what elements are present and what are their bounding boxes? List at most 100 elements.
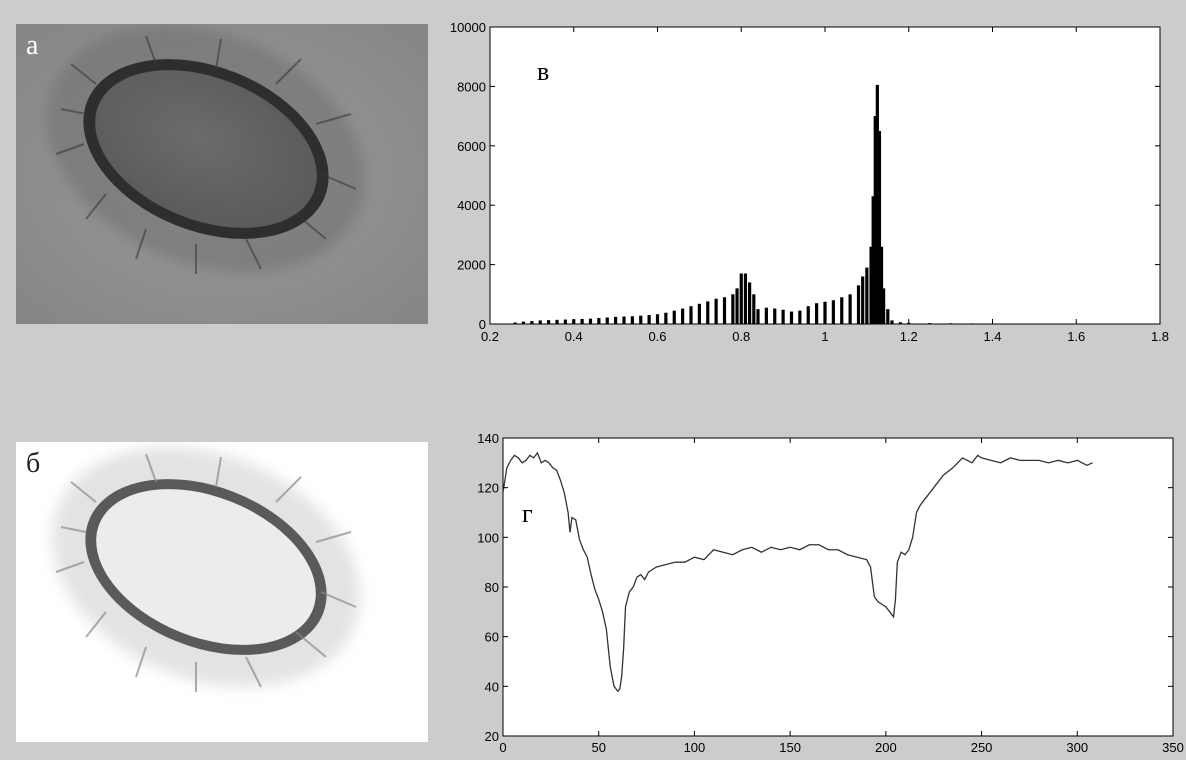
profile-x-tick-label: 300 bbox=[1066, 740, 1088, 755]
histogram-bar bbox=[731, 294, 735, 324]
histogram-bar bbox=[781, 309, 785, 324]
profile-x-tick-label: 50 bbox=[591, 740, 605, 755]
histogram-bar bbox=[735, 288, 739, 324]
histogram-bar bbox=[865, 267, 869, 324]
histogram-y-tick-label: 2000 bbox=[457, 258, 486, 273]
histogram-bar bbox=[815, 303, 819, 324]
histogram-bar bbox=[597, 318, 601, 324]
histogram-bar bbox=[588, 318, 593, 324]
histogram-bar bbox=[756, 309, 760, 324]
histogram-plot-area bbox=[489, 26, 1161, 325]
profile-series-line bbox=[502, 451, 1093, 693]
histogram-bar bbox=[907, 322, 911, 324]
histogram-bar bbox=[639, 315, 643, 324]
histogram-bar bbox=[848, 294, 852, 324]
histogram-x-tick-label: 1.6 bbox=[1067, 329, 1085, 344]
histogram-y-tick-label: 4000 bbox=[457, 198, 486, 213]
histogram-x-tick-label: 0.2 bbox=[481, 329, 499, 344]
histogram-bar bbox=[861, 276, 865, 324]
histogram-bar bbox=[856, 285, 861, 324]
histogram-bar bbox=[871, 196, 875, 324]
histogram-x-tick-label: 1.2 bbox=[900, 329, 918, 344]
histogram-bar bbox=[840, 297, 844, 324]
histogram-bar bbox=[563, 319, 567, 324]
histogram-bar bbox=[672, 310, 676, 324]
histogram-bar bbox=[706, 301, 710, 324]
profile-x-tick-label: 0 bbox=[499, 740, 506, 755]
histogram-bar bbox=[614, 316, 618, 324]
histogram-bar bbox=[752, 294, 756, 324]
histogram-bar bbox=[530, 321, 534, 324]
histogram-bar bbox=[647, 315, 651, 324]
profile-plot-area bbox=[502, 437, 1174, 737]
histogram-bar bbox=[748, 282, 752, 324]
histogram-bar bbox=[806, 306, 810, 324]
profile-x-tick-label: 200 bbox=[875, 740, 897, 755]
histogram-bar bbox=[714, 298, 718, 324]
histogram-bar bbox=[664, 312, 668, 324]
histogram-bar bbox=[513, 322, 517, 324]
profile-y-tick-label: 40 bbox=[485, 679, 499, 694]
profile-y-tick-label: 140 bbox=[477, 431, 499, 446]
histogram-bar bbox=[869, 246, 873, 324]
histogram-bar bbox=[877, 130, 882, 324]
histogram-bar bbox=[739, 273, 743, 324]
histogram-panel-label: в bbox=[537, 57, 549, 86]
photo-panel-b: б bbox=[16, 442, 428, 742]
profile-x-tick-label: 100 bbox=[684, 740, 706, 755]
histogram-y-tick-label: 0 bbox=[479, 317, 486, 332]
histogram-bar bbox=[969, 323, 974, 324]
histogram-x-tick-label: 1.8 bbox=[1151, 329, 1169, 344]
histogram-x-tick-label: 1 bbox=[821, 329, 828, 344]
profile-x-tick-label: 150 bbox=[779, 740, 801, 755]
profile-panel-label: г bbox=[522, 499, 533, 528]
histogram-bar bbox=[882, 288, 886, 324]
histogram-bar bbox=[605, 317, 609, 324]
profile-y-tick-label: 120 bbox=[477, 481, 499, 496]
profile-y-tick-label: 60 bbox=[485, 630, 499, 645]
histogram-bar bbox=[890, 320, 894, 324]
histogram-bar bbox=[697, 303, 701, 324]
histogram-y-tick-label: 10000 bbox=[450, 20, 486, 35]
histogram-x-tick-label: 1.4 bbox=[983, 329, 1001, 344]
histogram-bar bbox=[547, 320, 551, 324]
photo-a-image bbox=[16, 24, 428, 324]
photo-panel-a: а bbox=[16, 24, 428, 324]
histogram-bar bbox=[773, 308, 777, 324]
histogram-bar bbox=[898, 322, 902, 324]
histogram-bar bbox=[949, 323, 953, 324]
histogram-bar bbox=[572, 319, 576, 324]
profile-x-tick-label: 250 bbox=[971, 740, 993, 755]
profile-x-tick-label: 350 bbox=[1162, 740, 1184, 755]
histogram-bar bbox=[875, 84, 879, 324]
histogram-bar bbox=[798, 310, 802, 324]
histogram-bar bbox=[521, 321, 526, 324]
histogram-bar bbox=[622, 316, 626, 324]
panel-label-a: а bbox=[26, 30, 39, 61]
histogram-bar bbox=[630, 316, 634, 324]
histogram-bar bbox=[886, 309, 890, 324]
histogram-x-tick-label: 0.6 bbox=[648, 329, 666, 344]
histogram-x-tick-label: 0.4 bbox=[565, 329, 583, 344]
histogram-bar bbox=[928, 323, 932, 324]
histogram-bar bbox=[681, 308, 685, 324]
histogram-bar bbox=[538, 320, 542, 324]
histogram-y-tick-label: 8000 bbox=[457, 79, 486, 94]
histogram-bar bbox=[580, 318, 584, 324]
histogram-bar bbox=[743, 273, 748, 324]
profile-y-tick-label: 80 bbox=[485, 580, 499, 595]
profile-y-tick-label: 20 bbox=[485, 729, 499, 744]
histogram-bar bbox=[555, 319, 559, 324]
histogram-y-tick-label: 6000 bbox=[457, 139, 486, 154]
histogram-bar bbox=[789, 311, 794, 324]
photo-b-image bbox=[16, 442, 428, 742]
histogram-bar bbox=[873, 116, 877, 324]
profile-y-tick-label: 100 bbox=[477, 530, 499, 545]
histogram-bar bbox=[823, 301, 827, 324]
histogram-x-tick-label: 0.8 bbox=[732, 329, 750, 344]
histogram-bar bbox=[879, 246, 884, 324]
histogram-bar bbox=[655, 314, 660, 324]
histogram-bar bbox=[722, 297, 727, 324]
histogram-bar bbox=[831, 300, 835, 324]
histogram-bar bbox=[764, 307, 768, 324]
